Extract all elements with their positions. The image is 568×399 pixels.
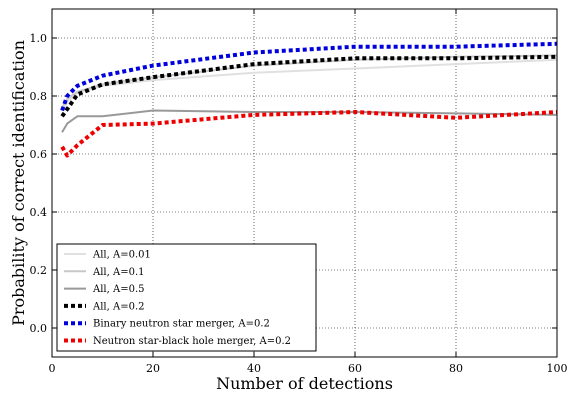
y-tick-label: 0.4 — [30, 206, 48, 219]
legend-label-3: All, A=0.5 — [92, 284, 144, 295]
axis-labels: Number of detections Probability of corre… — [9, 40, 393, 393]
series-line-1 — [61, 58, 558, 112]
x-tick-label: 0 — [49, 362, 56, 375]
legend-box — [56, 243, 317, 352]
series-line-2 — [61, 54, 558, 109]
x-tick-label: 100 — [547, 362, 568, 375]
series-line-4 — [60, 54, 558, 118]
x-tick-label: 60 — [348, 362, 362, 375]
x-tick-label: 40 — [247, 362, 261, 375]
axis-ticks: 0 20 40 60 80 100 0.0 0.2 0.4 0.6 0.8 1.0 — [30, 9, 568, 375]
y-axis-title: Probability of correct identification — [9, 40, 28, 326]
legend-label-6: Neutron star-black hole merger, A=0.2 — [93, 336, 291, 347]
x-axis-title: Number of detections — [216, 374, 393, 393]
plot-frame — [51, 8, 558, 358]
series-line-5 — [60, 41, 558, 112]
legend-label-5: Binary neutron star merger, A=0.2 — [93, 319, 270, 330]
legend-label-2: All, A=0.1 — [92, 267, 144, 278]
y-tick-label: 0.2 — [30, 264, 48, 277]
y-tick-label: 0.6 — [30, 148, 48, 161]
y-tick-label: 1.0 — [30, 32, 48, 45]
series-lines — [60, 41, 558, 158]
y-tick-label: 0.8 — [30, 90, 48, 103]
legend-label-4: All, A=0.2 — [92, 301, 144, 312]
legend-label-1: All, A=0.01 — [92, 250, 151, 261]
y-tick-label: 0.0 — [30, 322, 48, 335]
x-tick-label: 20 — [146, 362, 160, 375]
series-line-3 — [61, 109, 558, 133]
series-line-6 — [60, 110, 558, 158]
axes-frame — [51, 8, 558, 358]
x-tick-label: 80 — [449, 362, 463, 375]
legend: All, A=0.01 All, A=0.1 All, A=0.5 All, A=0.… — [56, 243, 317, 352]
